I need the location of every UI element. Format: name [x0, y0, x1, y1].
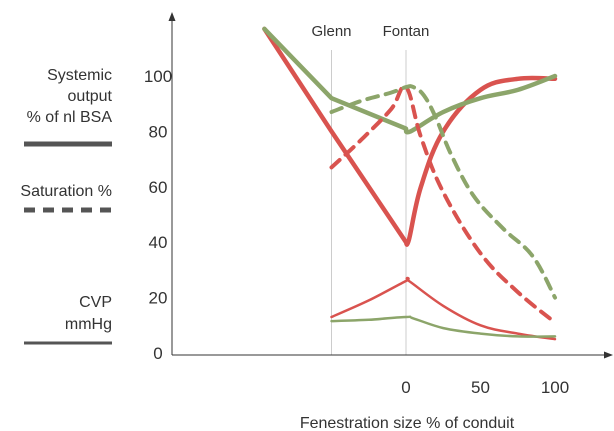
series-line-saturation-red	[329, 84, 557, 325]
series-line-cvp-red	[330, 276, 557, 341]
legend-label: % of nl BSA	[27, 109, 113, 126]
legend-label: Saturation %	[20, 183, 112, 200]
y-tick-label: 80	[149, 122, 168, 141]
event-markers: Glenn Fontan	[311, 23, 429, 355]
series-line-systemic-green	[262, 26, 558, 135]
x-tick-labels: 0 50 100	[401, 378, 569, 397]
y-tick-labels: 0 20 40 60 80 100	[144, 67, 172, 363]
y-tick-label: 60	[149, 178, 168, 197]
x-axis-label: Fenestration size % of conduit	[300, 415, 515, 431]
series-line-cvp-green	[330, 315, 557, 338]
x-axis-arrowhead	[604, 351, 613, 359]
y-tick-label: 20	[149, 289, 168, 308]
legend-label: mmHg	[65, 316, 112, 333]
y-axis-arrowhead	[168, 12, 176, 21]
x-tick-label: 100	[541, 378, 569, 397]
marker-label-fontan: Fontan	[383, 23, 430, 40]
y-tick-label: 40	[149, 233, 168, 252]
legend: Systemic output % of nl BSA Saturation % CVP…	[20, 67, 113, 345]
axes	[168, 12, 613, 359]
legend-label: Systemic	[47, 67, 112, 84]
y-tick-label: 0	[153, 344, 162, 363]
x-tick-label: 0	[401, 378, 410, 397]
series-line-saturation-green	[329, 84, 557, 300]
series-line-systemic-red	[262, 26, 558, 247]
legend-label: CVP	[79, 294, 112, 311]
marker-label-glenn: Glenn	[311, 23, 351, 40]
x-tick-label: 50	[471, 378, 490, 397]
y-tick-label: 100	[144, 67, 172, 86]
series	[262, 26, 558, 341]
legend-label: output	[68, 88, 113, 105]
